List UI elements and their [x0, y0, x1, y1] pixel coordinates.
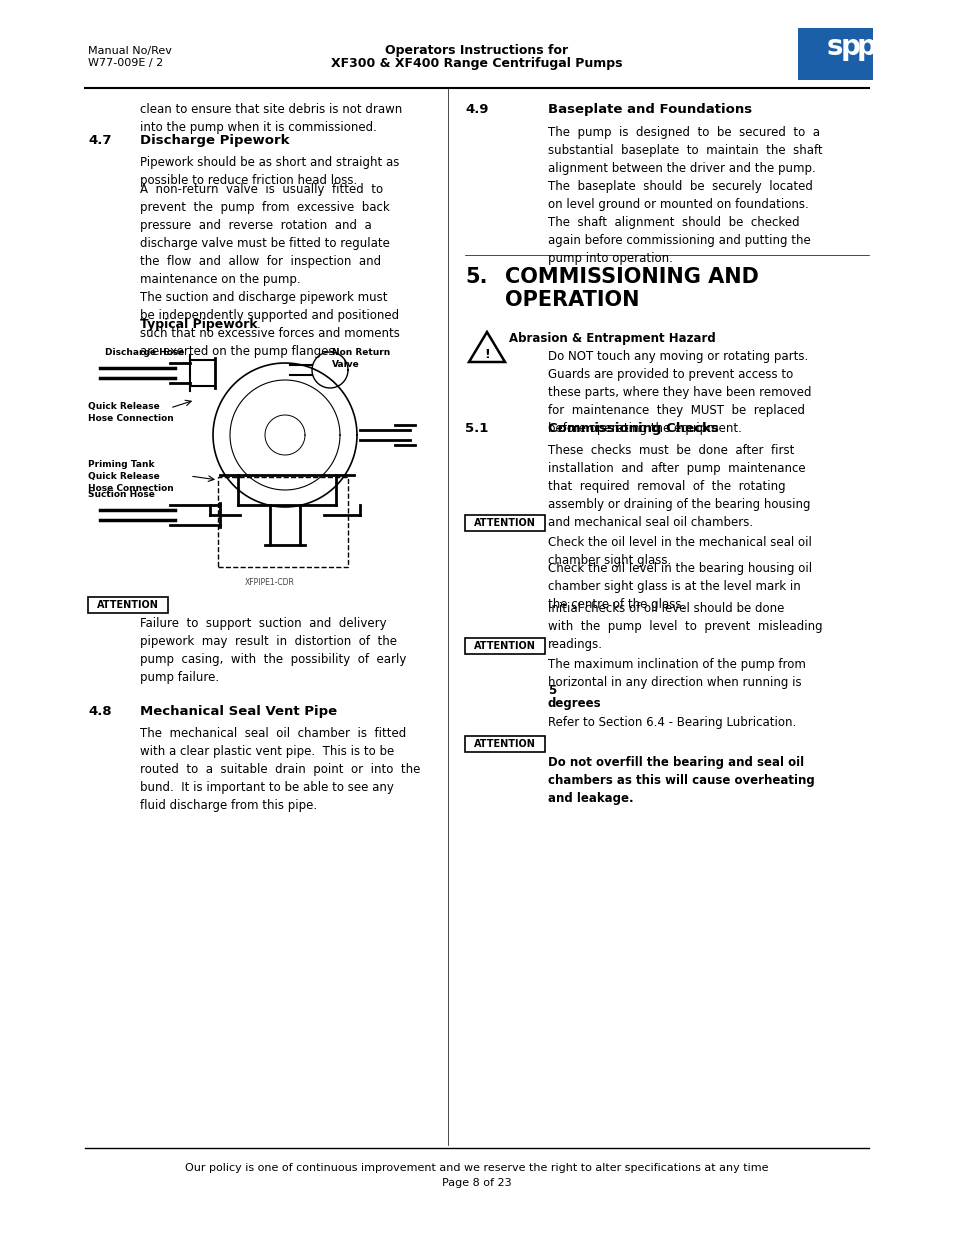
Text: The  mechanical  seal  oil  chamber  is  fitted
with a clear plastic vent pipe. : The mechanical seal oil chamber is fitte… [140, 727, 420, 811]
Text: The  pump  is  designed  to  be  secured  to  a
substantial  baseplate  to  main: The pump is designed to be secured to a … [547, 126, 821, 266]
Text: Discharge Hose: Discharge Hose [105, 348, 184, 357]
Text: These  checks  must  be  done  after  first
installation  and  after  pump  main: These checks must be done after first in… [547, 445, 810, 529]
Text: Non Return
Valve: Non Return Valve [332, 348, 390, 369]
Text: Operators Instructions for: Operators Instructions for [385, 44, 568, 57]
Text: COMMISSIONING AND: COMMISSIONING AND [504, 267, 758, 287]
Text: Check the oil level in the mechanical seal oil
chamber sight glass.: Check the oil level in the mechanical se… [547, 536, 811, 567]
Text: ATTENTION: ATTENTION [97, 600, 159, 610]
Text: ATTENTION: ATTENTION [474, 641, 536, 651]
Text: Quick Release
Hose Connection: Quick Release Hose Connection [88, 403, 173, 422]
Text: W77-009E / 2: W77-009E / 2 [88, 58, 163, 68]
Text: Manual No/Rev: Manual No/Rev [88, 46, 172, 56]
Text: 4.9: 4.9 [464, 103, 488, 116]
Text: 5.1: 5.1 [464, 422, 488, 435]
Bar [464, 515, 544, 531]
Text: Mechanical Seal Vent Pipe: Mechanical Seal Vent Pipe [140, 705, 336, 718]
Text: Do not overfill the bearing and seal oil
chambers as this will cause overheating: Do not overfill the bearing and seal oil… [547, 756, 814, 805]
Text: 5: 5 [547, 684, 556, 697]
Text: p: p [841, 33, 860, 61]
Text: OPERATION: OPERATION [504, 290, 639, 310]
Text: Page 8 of 23: Page 8 of 23 [442, 1178, 511, 1188]
Text: !: ! [483, 347, 489, 361]
Text: Commissioning Checks: Commissioning Checks [547, 422, 718, 435]
Text: Typical Pipework: Typical Pipework [140, 317, 257, 331]
Bar [218, 477, 348, 567]
Text: Do NOT touch any moving or rotating parts.
Guards are provided to prevent access: Do NOT touch any moving or rotating part… [547, 350, 811, 435]
Text: p: p [856, 33, 876, 61]
Bar [464, 736, 544, 752]
Text: clean to ensure that site debris is not drawn
into the pump when it is commissio: clean to ensure that site debris is not … [140, 103, 402, 135]
Text: 4.8: 4.8 [88, 705, 112, 718]
Text: Discharge Pipework: Discharge Pipework [140, 135, 289, 147]
Text: 4.7: 4.7 [88, 135, 112, 147]
Text: XF300 & XF400 Range Centrifugal Pumps: XF300 & XF400 Range Centrifugal Pumps [331, 57, 622, 70]
Text: Check the oil level in the bearing housing oil
chamber sight glass is at the lev: Check the oil level in the bearing housi… [547, 562, 811, 611]
Text: The maximum inclination of the pump from
horizontal in any direction when runnin: The maximum inclination of the pump from… [547, 658, 805, 689]
Text: s: s [826, 33, 842, 61]
Text: Abrasion & Entrapment Hazard: Abrasion & Entrapment Hazard [509, 332, 715, 345]
Text: XFPIPE1-CDR: XFPIPE1-CDR [245, 578, 294, 587]
Text: Initial checks of oil level should be done
with  the  pump  level  to  prevent  : Initial checks of oil level should be do… [547, 601, 821, 651]
Text: Failure  to  support  suction  and  delivery
pipework  may  result  in  distorti: Failure to support suction and delivery … [140, 618, 406, 684]
Text: Priming Tank: Priming Tank [88, 459, 154, 469]
Text: Our policy is one of continuous improvement and we reserve the right to alter sp: Our policy is one of continuous improvem… [185, 1163, 768, 1173]
Text: ATTENTION: ATTENTION [474, 739, 536, 748]
Text: ATTENTION: ATTENTION [474, 517, 536, 529]
Text: Pipework should be as short and straight as
possible to reduce friction head los: Pipework should be as short and straight… [140, 156, 399, 186]
Text: degrees: degrees [547, 697, 601, 710]
Bar [88, 597, 168, 613]
Bar [464, 638, 544, 655]
Text: Refer to Section 6.4 - Bearing Lubrication.: Refer to Section 6.4 - Bearing Lubricati… [547, 716, 796, 729]
Text: Suction Hose: Suction Hose [88, 490, 154, 499]
Text: A  non-return  valve  is  usually  fitted  to
prevent  the  pump  from  excessiv: A non-return valve is usually fitted to … [140, 183, 399, 358]
Text: Quick Release
Hose Connection: Quick Release Hose Connection [88, 472, 173, 493]
Text: 5.: 5. [464, 267, 487, 287]
Text: Baseplate and Foundations: Baseplate and Foundations [547, 103, 751, 116]
Bar [797, 28, 872, 80]
